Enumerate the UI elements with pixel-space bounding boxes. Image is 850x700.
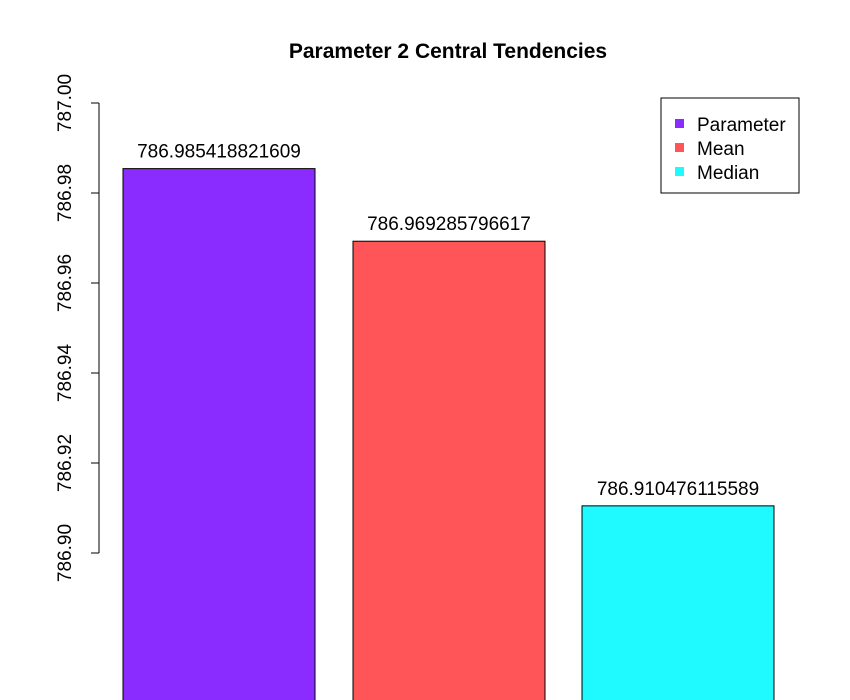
legend-label: Parameter: [697, 115, 786, 136]
y-tick-label: 787.00: [55, 74, 76, 132]
data-label: 786.910476115589: [597, 479, 759, 500]
legend-swatch: [675, 143, 684, 152]
legend-box: [660, 97, 800, 194]
legend-label: Mean: [697, 139, 745, 160]
y-tick-label: 786.98: [55, 164, 76, 222]
bar-median: [581, 505, 775, 700]
data-label: 786.969285796617: [367, 214, 531, 235]
data-label: 786.985418821609: [137, 142, 301, 163]
bar-parameter: [122, 168, 316, 700]
y-tick-label: 786.94: [55, 344, 76, 403]
y-tick-label: 786.90: [55, 524, 76, 582]
y-tick-label: 786.92: [55, 434, 76, 492]
legend-swatch: [675, 167, 684, 176]
y-axis: 786.90 786.92 786.94 786.96 786.98 787.00: [55, 74, 100, 582]
legend-swatch: [675, 119, 684, 128]
bars: 786.985418821609 786.969285796617 786.9104…: [122, 142, 775, 700]
chart-title: Parameter 2 Central Tendencies: [289, 40, 607, 63]
legend-label: Median: [697, 163, 759, 184]
legend: Parameter Mean Median: [660, 97, 800, 194]
y-tick-label: 786.96: [55, 254, 76, 312]
bar-mean: [352, 240, 546, 700]
